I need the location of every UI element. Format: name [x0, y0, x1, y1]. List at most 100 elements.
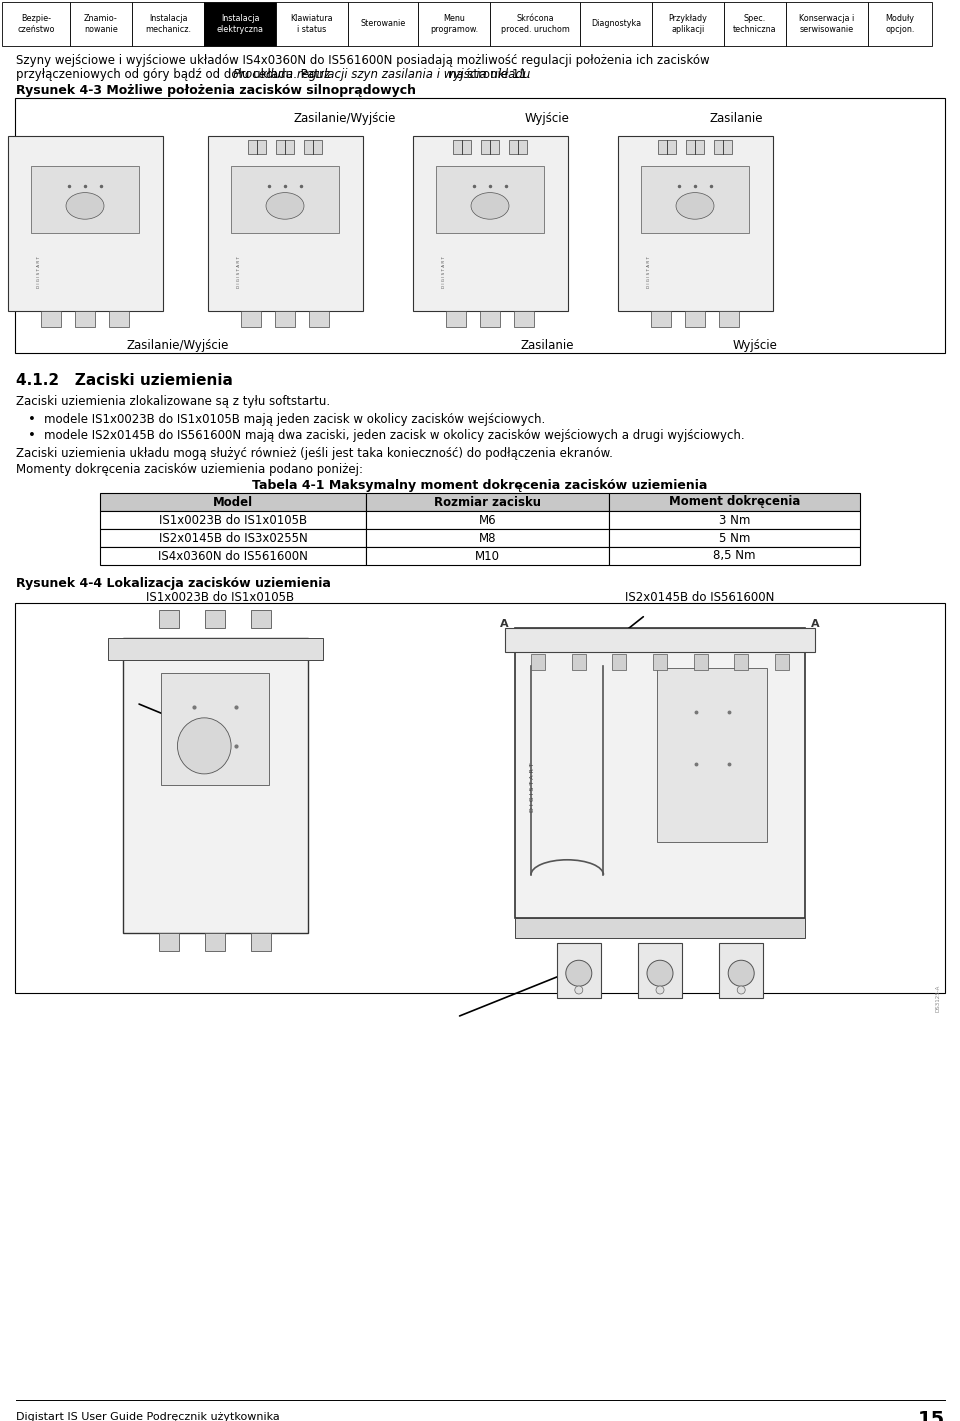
Bar	[109, 311, 129, 327]
Bar	[724, 1, 786, 45]
Bar	[490, 1, 580, 45]
Bar	[275, 311, 295, 327]
Bar	[15, 98, 945, 352]
Text: Zaciski uziemienia układu mogą służyć również (jeśli jest taka konieczność) do p: Zaciski uziemienia układu mogą służyć ró…	[16, 448, 612, 460]
Text: IS2x0145B do IS561600N: IS2x0145B do IS561600N	[625, 591, 775, 604]
Bar	[658, 141, 676, 153]
Text: IS1x0023B do IS1x0105B: IS1x0023B do IS1x0105B	[146, 591, 294, 604]
Text: Moment dokręcenia: Moment dokręcenia	[669, 496, 801, 509]
Bar	[719, 944, 763, 998]
Bar	[515, 918, 805, 938]
Bar	[31, 166, 139, 233]
Bar	[505, 628, 815, 652]
Bar	[100, 547, 366, 566]
Bar	[445, 311, 466, 327]
Ellipse shape	[178, 718, 231, 774]
Bar	[653, 654, 667, 669]
Bar	[685, 311, 705, 327]
Text: IS2x0145B do IS3x0255N: IS2x0145B do IS3x0255N	[158, 531, 307, 544]
Text: 3 Nm: 3 Nm	[719, 513, 751, 527]
Text: D I G I S T A R T: D I G I S T A R T	[37, 256, 41, 287]
Bar	[108, 638, 323, 659]
Bar	[580, 1, 652, 45]
Bar	[15, 603, 945, 993]
Text: przyłączeniowych od góry bądź od dołu układu. Patrz: przyłączeniowych od góry bądź od dołu uk…	[16, 68, 334, 81]
Bar	[557, 944, 601, 998]
Ellipse shape	[676, 193, 714, 219]
Ellipse shape	[565, 961, 591, 986]
Bar	[204, 1, 276, 45]
Bar	[100, 493, 366, 512]
Text: Znamio-
nowanie: Znamio- nowanie	[84, 14, 118, 34]
Bar	[719, 311, 739, 327]
Bar	[205, 610, 225, 628]
Bar	[8, 136, 162, 311]
Text: Zasilanie/Wyjście: Zasilanie/Wyjście	[127, 340, 228, 352]
Ellipse shape	[729, 961, 755, 986]
Text: Konserwacja i
serwisowanie: Konserwacja i serwisowanie	[800, 14, 854, 34]
Ellipse shape	[66, 193, 104, 219]
Text: modele IS1x0023B do IS1x0105B mają jeden zacisk w okolicy zacisków wejściowych.: modele IS1x0023B do IS1x0105B mają jeden…	[44, 414, 545, 426]
Bar	[241, 311, 261, 327]
Text: Klawiatura
i status: Klawiatura i status	[291, 14, 333, 34]
Text: Wyjście: Wyjście	[732, 340, 778, 352]
Bar	[509, 141, 527, 153]
Bar	[734, 654, 748, 669]
Bar	[572, 654, 586, 669]
Text: 5 Nm: 5 Nm	[719, 531, 751, 544]
Bar	[638, 944, 682, 998]
Text: Zasilanie: Zasilanie	[709, 112, 762, 125]
Bar	[304, 141, 323, 153]
Bar	[610, 547, 860, 566]
Ellipse shape	[647, 961, 673, 986]
Bar	[158, 934, 179, 951]
Text: Rozmiar zacisku: Rozmiar zacisku	[434, 496, 541, 509]
Bar	[366, 529, 610, 547]
Text: 4.1.2   Zaciski uziemienia: 4.1.2 Zaciski uziemienia	[16, 372, 233, 388]
Bar	[70, 1, 132, 45]
Bar	[230, 166, 339, 233]
Bar	[276, 141, 294, 153]
Bar	[612, 654, 627, 669]
Text: Diagnostyka: Diagnostyka	[591, 20, 641, 28]
Bar	[515, 311, 534, 327]
Ellipse shape	[575, 986, 583, 995]
Bar	[693, 654, 708, 669]
Bar	[657, 668, 767, 843]
Text: A: A	[500, 620, 509, 630]
Text: M8: M8	[479, 531, 496, 544]
Text: Wyjście: Wyjście	[524, 112, 569, 125]
Text: DS3125-A: DS3125-A	[935, 985, 940, 1012]
Text: na stronie 11.: na stronie 11.	[445, 68, 531, 81]
Text: D I G I S T A R T: D I G I S T A R T	[647, 256, 652, 287]
Bar	[75, 311, 95, 327]
Text: D I G I S T A R T: D I G I S T A R T	[530, 763, 535, 813]
Bar	[418, 1, 490, 45]
Text: Zaciski uziemienia zlokalizowane są z tyłu softstartu.: Zaciski uziemienia zlokalizowane są z ty…	[16, 395, 330, 408]
Bar	[610, 529, 860, 547]
Text: Szyny wejściowe i wyjściowe układów IS4x0360N do IS561600N posiadają możliwość r: Szyny wejściowe i wyjściowe układów IS4x…	[16, 54, 709, 67]
Bar	[640, 166, 749, 233]
Bar	[453, 141, 470, 153]
Text: Bezpie-
czeństwo: Bezpie- czeństwo	[17, 14, 55, 34]
Text: Tabela 4-1 Maksymalny moment dokręcenia zacisków uziemienia: Tabela 4-1 Maksymalny moment dokręcenia …	[252, 479, 708, 492]
Text: Digistart IS User Guide Podręcznik użytkownika: Digistart IS User Guide Podręcznik użytk…	[16, 1412, 279, 1421]
Text: IS1x0023B do IS1x0105B: IS1x0023B do IS1x0105B	[159, 513, 307, 527]
Text: Model: Model	[213, 496, 253, 509]
Text: Spec.
techniczna: Spec. techniczna	[733, 14, 777, 34]
Text: Rysunek 4-3 Możliwe położenia zacisków silnoprądowych: Rysunek 4-3 Możliwe położenia zacisków s…	[16, 84, 416, 97]
Bar	[158, 610, 179, 628]
Bar	[276, 1, 348, 45]
Bar	[610, 512, 860, 529]
Bar	[252, 934, 272, 951]
Bar	[207, 136, 363, 311]
Bar	[248, 141, 266, 153]
Bar	[868, 1, 932, 45]
Text: M6: M6	[479, 513, 496, 527]
Text: Zasilanie: Zasilanie	[520, 340, 574, 352]
Bar	[617, 136, 773, 311]
Bar	[531, 654, 545, 669]
Ellipse shape	[471, 193, 509, 219]
Ellipse shape	[266, 193, 304, 219]
Bar	[252, 610, 272, 628]
